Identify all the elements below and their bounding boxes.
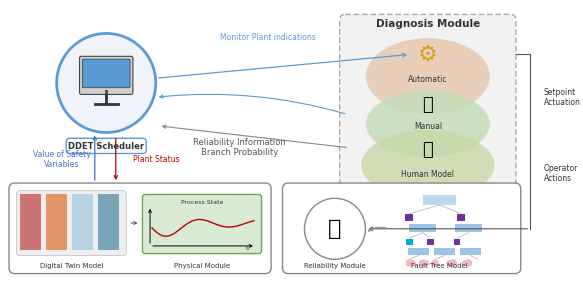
FancyBboxPatch shape: [142, 195, 262, 254]
Bar: [455, 224, 482, 232]
Text: Physical Module: Physical Module: [174, 263, 230, 269]
Bar: [46, 195, 67, 250]
FancyBboxPatch shape: [79, 56, 133, 94]
Circle shape: [431, 259, 439, 267]
Text: Plant Status: Plant Status: [134, 155, 180, 164]
Circle shape: [462, 260, 468, 266]
Bar: [409, 224, 436, 232]
FancyBboxPatch shape: [9, 183, 271, 274]
FancyBboxPatch shape: [66, 138, 146, 154]
Text: 👥: 👥: [423, 96, 433, 114]
Bar: [72, 195, 93, 250]
Bar: [405, 214, 413, 221]
Circle shape: [465, 259, 472, 267]
Circle shape: [405, 259, 413, 267]
Text: Diagnosis Module: Diagnosis Module: [375, 19, 480, 29]
Bar: [423, 195, 456, 205]
Bar: [434, 248, 455, 255]
Bar: [20, 195, 41, 250]
Circle shape: [410, 260, 416, 266]
Bar: [457, 214, 465, 221]
Text: 🧠: 🧠: [423, 141, 433, 159]
Bar: [408, 248, 429, 255]
Ellipse shape: [366, 38, 490, 115]
Text: Value of Safety
Variables: Value of Safety Variables: [33, 150, 90, 169]
Text: Process State: Process State: [181, 199, 223, 205]
Bar: [460, 248, 481, 255]
Circle shape: [304, 198, 366, 259]
Text: Setpoint
Actuation: Setpoint Actuation: [543, 88, 581, 107]
Circle shape: [447, 260, 452, 266]
Text: tₓ: tₓ: [246, 246, 251, 251]
Text: Manual: Manual: [414, 122, 442, 131]
Text: Reliability Information
Branch Probability: Reliability Information Branch Probabili…: [193, 138, 286, 158]
Text: Human Model: Human Model: [401, 170, 454, 179]
Circle shape: [449, 259, 457, 267]
Text: Automatic: Automatic: [408, 75, 448, 84]
FancyBboxPatch shape: [17, 191, 127, 255]
Text: Operator
Actions: Operator Actions: [543, 164, 578, 183]
Text: Fault Tree Model: Fault Tree Model: [412, 263, 468, 269]
Text: DDET Scheduler: DDET Scheduler: [68, 142, 144, 151]
Bar: [406, 239, 413, 245]
Bar: [427, 239, 434, 245]
Text: Monitor Plant indications: Monitor Plant indications: [220, 33, 316, 42]
Ellipse shape: [361, 131, 494, 199]
FancyBboxPatch shape: [340, 14, 516, 200]
Text: ⚙: ⚙: [418, 44, 438, 64]
FancyBboxPatch shape: [82, 59, 130, 88]
Bar: [97, 195, 118, 250]
Text: Digital Twin Model: Digital Twin Model: [40, 263, 103, 269]
Circle shape: [419, 259, 426, 267]
Bar: [454, 239, 460, 245]
Text: Reliability Module: Reliability Module: [304, 263, 366, 269]
FancyBboxPatch shape: [283, 183, 521, 274]
Text: 🔩: 🔩: [328, 219, 342, 239]
Circle shape: [57, 33, 156, 133]
Ellipse shape: [366, 91, 490, 157]
Circle shape: [424, 260, 429, 266]
